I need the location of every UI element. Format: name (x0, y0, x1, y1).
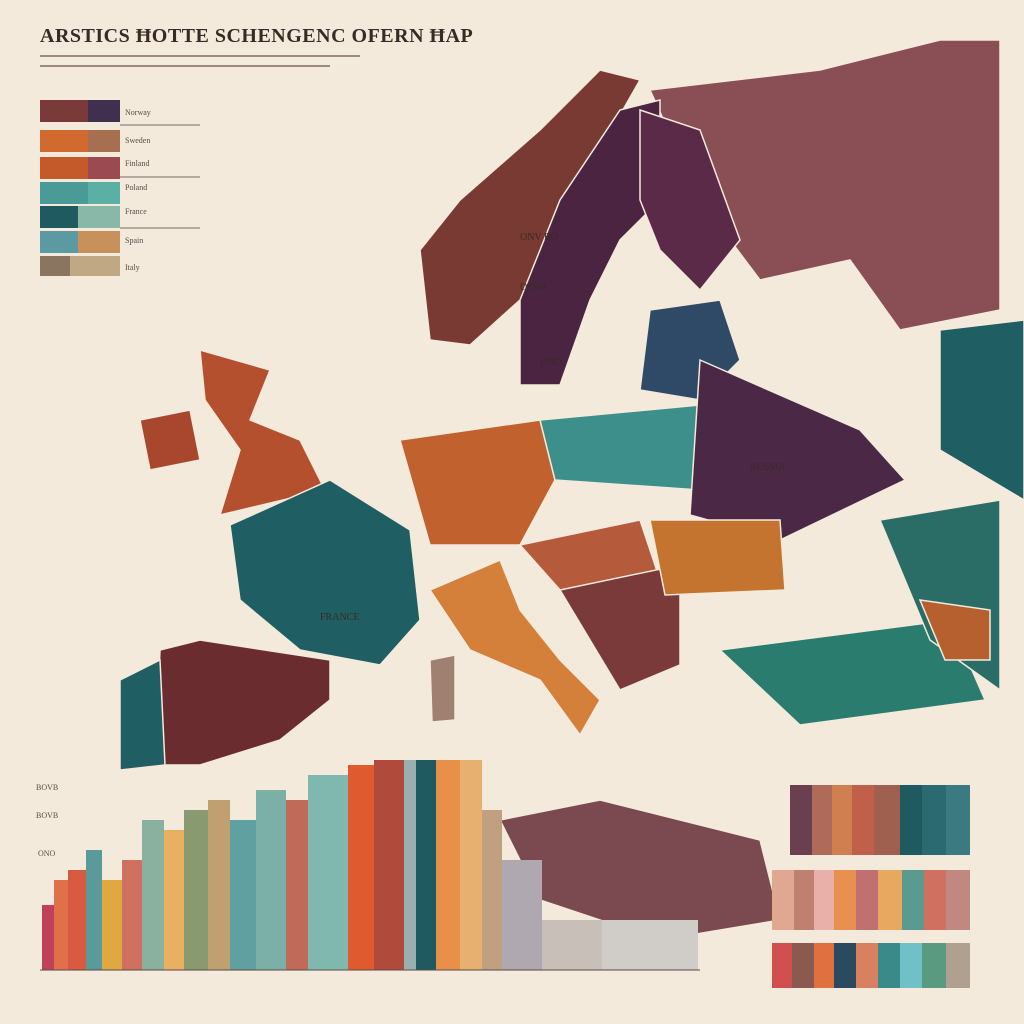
chart-label: ONO (38, 849, 56, 858)
title: ARSTICS ĦOTTE SCHENGENC OFERN ĦAP (40, 25, 473, 47)
bar-chart (40, 760, 700, 971)
legend-label: Finland (125, 159, 149, 168)
subtitle-lines (40, 55, 360, 67)
chart-label: BOVB (36, 811, 58, 820)
map-label: ONO (540, 357, 562, 368)
chart-label: BOVB (36, 783, 58, 792)
map-label: ONV BO (520, 232, 558, 243)
legend-label: Norway (125, 108, 151, 117)
legend-label: Sweden (125, 136, 150, 145)
map-label: OSVB (520, 282, 547, 293)
legend-label: Italy (125, 263, 140, 272)
swatch-grid (772, 785, 970, 988)
legend-label: Poland (125, 183, 147, 192)
legend-label: Spain (125, 236, 143, 245)
legend (40, 100, 200, 276)
map-label: FRANCE (320, 612, 359, 623)
legend-label: France (125, 207, 147, 216)
map-label: RUSSIA (750, 462, 786, 473)
map (119, 39, 1024, 941)
